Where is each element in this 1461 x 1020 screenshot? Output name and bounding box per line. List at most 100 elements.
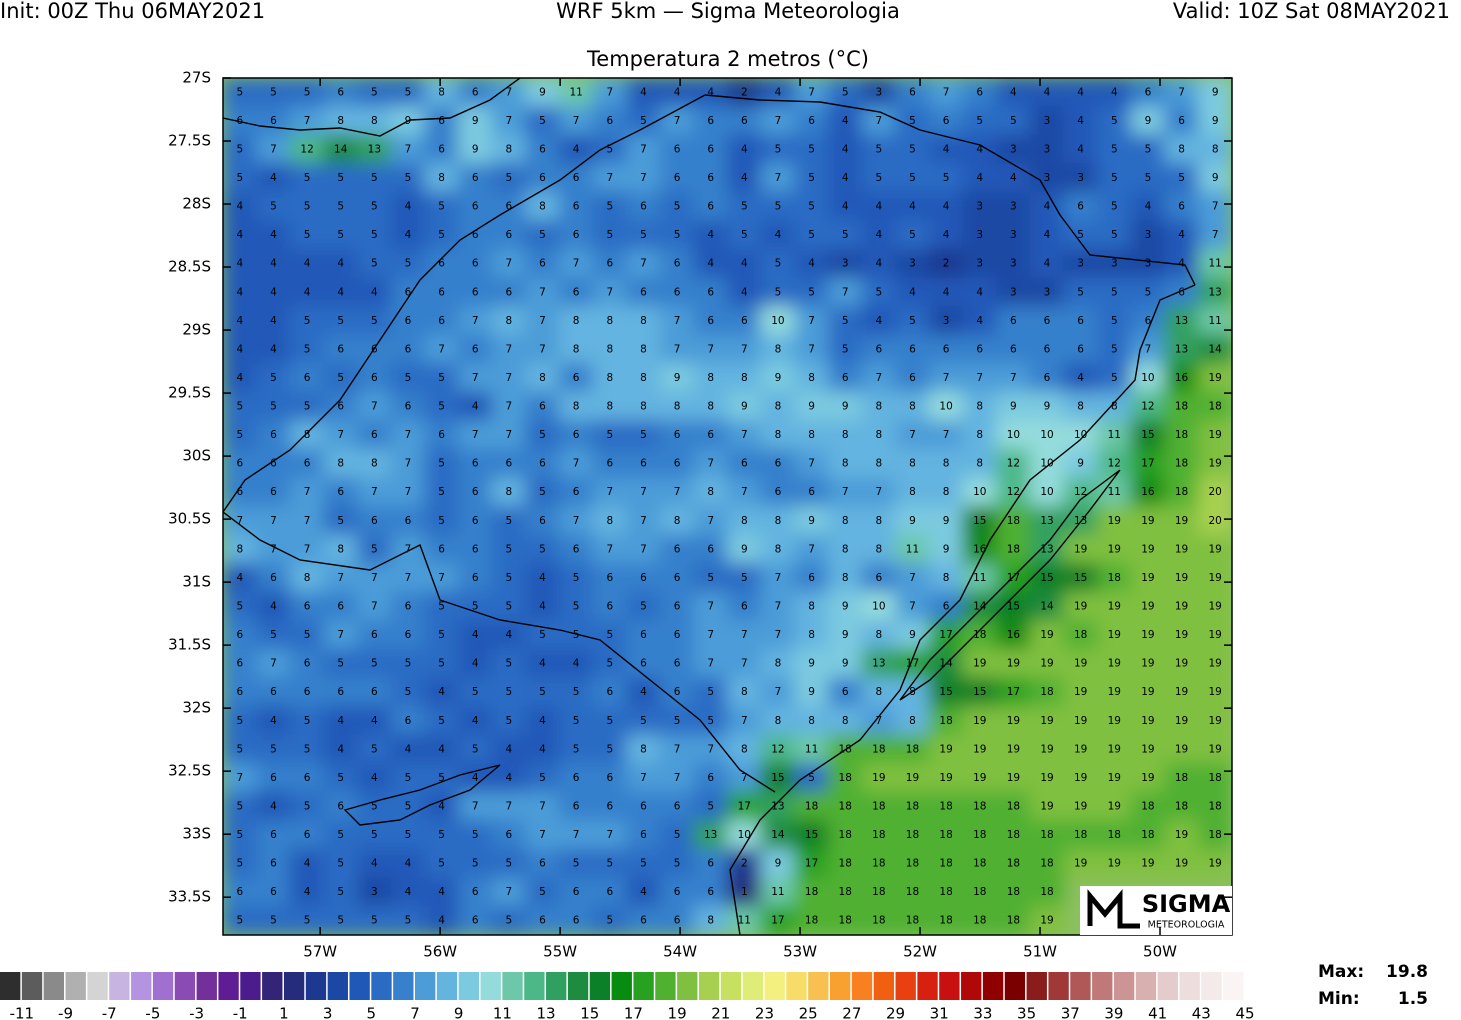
temperature-label: 4	[1044, 229, 1051, 241]
temperature-label: 19	[1108, 715, 1121, 727]
temperature-label: 6	[674, 543, 681, 555]
temperature-label: 7	[270, 658, 277, 670]
lagoon	[343, 764, 501, 826]
colorbar-box	[917, 972, 938, 1000]
temperature-cell	[659, 391, 695, 422]
temperature-cell	[1029, 334, 1065, 365]
temperature-label: 9	[808, 658, 815, 670]
temperature-cell	[827, 620, 863, 650]
temperature-cell	[861, 277, 897, 308]
temperature-cell	[256, 306, 291, 336]
temperature-label: 6	[405, 286, 412, 298]
temperature-label: 5	[506, 658, 513, 670]
temperature-cell	[1029, 220, 1065, 250]
colorbar-box	[87, 972, 108, 1000]
temperature-label: 5	[976, 115, 983, 127]
temperature-cell	[727, 506, 762, 536]
temperature-label: 4	[506, 772, 513, 784]
temperature-label: 15	[973, 515, 986, 527]
temperature-cell	[223, 820, 258, 850]
temperature-label: 5	[909, 143, 916, 155]
temperature-label: 4	[876, 315, 883, 327]
temperature-cell	[289, 591, 325, 622]
temperature-cell	[558, 334, 594, 365]
temperature-label: 6	[337, 343, 344, 355]
temperature-cell	[1130, 791, 1166, 822]
temperature-cell	[659, 877, 695, 907]
temperature-label: 13	[1074, 515, 1087, 527]
temperature-cell	[558, 277, 594, 308]
temperature-label: 6	[472, 172, 479, 184]
temperature-cell	[1164, 78, 1199, 108]
temperature-cell	[861, 334, 897, 365]
temperature-label: 6	[976, 343, 983, 355]
temperature-label: 19	[939, 772, 952, 784]
temperature-label: 6	[573, 486, 580, 498]
temperature-cell	[1130, 248, 1166, 279]
temperature-label: 3	[1010, 258, 1017, 270]
temperature-cell	[827, 591, 863, 622]
temperature-label: 6	[707, 772, 714, 784]
temperature-cell	[996, 248, 1031, 279]
temperature-cell	[289, 877, 325, 907]
temperature-cell	[693, 648, 728, 679]
temperature-label: 5	[304, 172, 311, 184]
temperature-label: 4	[775, 86, 782, 98]
temperature-cell	[928, 78, 964, 108]
temperature-cell	[996, 677, 1031, 707]
temperature-label: 7	[707, 343, 714, 355]
temperature-label: 6	[775, 486, 782, 498]
temperature-label: 18	[1208, 401, 1221, 413]
temperature-cell	[1197, 163, 1232, 193]
temperature-label: 5	[236, 401, 243, 413]
temperature-cell	[289, 705, 325, 736]
temperature-cell	[1096, 848, 1132, 879]
temperature-cell	[256, 677, 291, 707]
temperature-cell	[289, 106, 325, 136]
temperature-label: 5	[438, 629, 445, 641]
temperature-label: 18	[872, 886, 885, 898]
temperature-label: 8	[1111, 401, 1118, 413]
temperature-cell	[558, 591, 594, 622]
temperature-cell	[457, 306, 493, 336]
temperature-cell	[424, 163, 459, 193]
temperature-cell	[794, 591, 829, 622]
temperature-label: 6	[405, 343, 412, 355]
temperature-cell	[996, 220, 1031, 250]
temperature-cell	[827, 820, 863, 850]
temperature-label: 19	[1108, 772, 1121, 784]
temperature-cell	[223, 477, 258, 507]
temperature-label: 7	[674, 343, 681, 355]
temperature-label: 4	[943, 286, 950, 298]
temperature-label: 7	[337, 629, 344, 641]
temperature-cell	[424, 134, 459, 165]
temperature-label: 8	[842, 429, 849, 441]
temperature-label: 6	[674, 429, 681, 441]
temperature-label: 8	[842, 458, 849, 470]
temperature-label: 19	[973, 772, 986, 784]
temperature-label: 19	[1208, 686, 1221, 698]
temperature-label: 5	[506, 915, 513, 927]
temperature-cell	[659, 648, 695, 679]
temperature-label: 9	[1212, 86, 1219, 98]
temperature-cell	[424, 534, 459, 565]
temperature-cell	[626, 648, 661, 679]
temperature-label: 7	[506, 258, 513, 270]
temperature-label: 4	[943, 143, 950, 155]
temperature-cell	[861, 248, 897, 279]
temperature-cell	[693, 277, 728, 308]
temperature-cell	[895, 391, 930, 422]
temperature-cell	[827, 791, 863, 822]
temperature-label: 5	[304, 401, 311, 413]
temperature-label: 6	[573, 201, 580, 213]
temperature-cell	[928, 363, 964, 393]
temperature-label: 6	[506, 286, 513, 298]
temperature-label: 19	[939, 743, 952, 755]
temperature-cell	[693, 306, 728, 336]
temperature-label: 5	[236, 800, 243, 812]
temperature-cell	[592, 277, 628, 308]
temperature-label: 9	[842, 629, 849, 641]
temperature-label: 8	[506, 315, 513, 327]
temperature-label: 11	[805, 743, 818, 755]
temperature-label: 5	[775, 258, 782, 270]
